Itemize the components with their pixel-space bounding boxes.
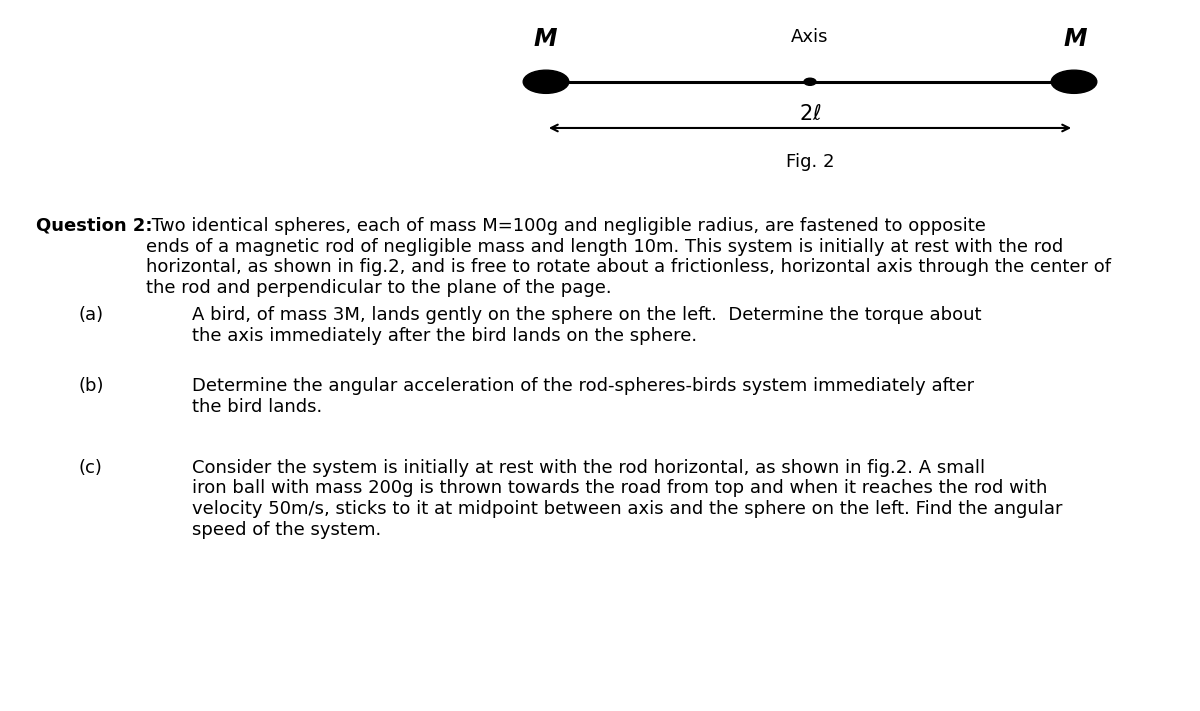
- Text: Determine the angular acceleration of the rod-spheres-birds system immediately a: Determine the angular acceleration of th…: [192, 377, 974, 416]
- Text: A bird, of mass 3M, lands gently on the sphere on the left.  Determine the torqu: A bird, of mass 3M, lands gently on the …: [192, 306, 982, 345]
- Circle shape: [804, 78, 816, 85]
- Text: Question 2:: Question 2:: [36, 217, 152, 235]
- Text: $2\ell$: $2\ell$: [799, 104, 821, 124]
- Text: M: M: [1063, 27, 1087, 51]
- Text: (c): (c): [78, 459, 102, 476]
- Text: Axis: Axis: [791, 28, 829, 46]
- Text: (a): (a): [78, 306, 103, 324]
- Ellipse shape: [523, 70, 569, 93]
- Ellipse shape: [1051, 70, 1097, 93]
- Text: Fig. 2: Fig. 2: [786, 153, 834, 171]
- Text: Consider the system is initially at rest with the rod horizontal, as shown in fi: Consider the system is initially at rest…: [192, 459, 1062, 539]
- Text: Two identical spheres, each of mass M=100g and negligible radius, are fastened t: Two identical spheres, each of mass M=10…: [146, 217, 1111, 297]
- Text: (b): (b): [78, 377, 103, 395]
- Text: M: M: [533, 27, 557, 51]
